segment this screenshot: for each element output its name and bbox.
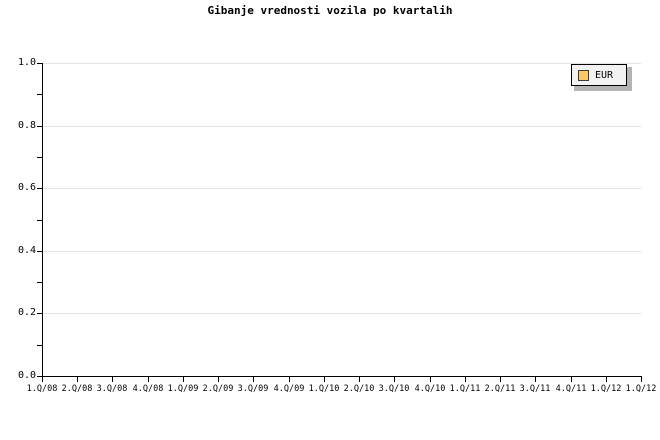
x-tick-label: 3.Q/09 (237, 384, 269, 394)
x-tick (148, 377, 149, 382)
x-tick-label: 1.Q/12 (625, 384, 657, 394)
y-tick-label: 0.2 (17, 307, 36, 319)
x-tick-label: 4.Q/11 (555, 384, 587, 394)
x-tick (289, 377, 290, 382)
x-tick-label: 4.Q/10 (414, 384, 446, 394)
y-tick-major (37, 376, 42, 377)
y-tick-minor (37, 220, 42, 221)
x-tick (641, 377, 642, 382)
y-tick-label: 0.4 (17, 244, 36, 256)
y-tick-major (37, 188, 42, 189)
x-tick-label: 3.Q/11 (519, 384, 551, 394)
y-tick-minor (37, 157, 42, 158)
x-tick-label: 2.Q/10 (343, 384, 375, 394)
x-tick-label: 1.Q/12 (590, 384, 622, 394)
x-tick-label: 4.Q/09 (273, 384, 305, 394)
chart-title: Gibanje vrednosti vozila po kvartalih (207, 4, 453, 17)
y-tick-major (37, 251, 42, 252)
x-tick-label: 4.Q/08 (132, 384, 164, 394)
y-tick-label: 0.0 (17, 370, 36, 381)
gridline (42, 313, 641, 315)
gridline (42, 250, 641, 252)
x-tick (183, 377, 184, 382)
y-tick-label: 0.6 (17, 182, 36, 194)
x-tick (430, 377, 431, 382)
x-tick (359, 377, 360, 382)
y-tick-major (37, 63, 42, 64)
x-tick (535, 377, 536, 382)
x-tick-label: 1.Q/10 (308, 384, 340, 394)
x-tick (324, 377, 325, 382)
x-tick (465, 377, 466, 382)
legend-label-eur: EUR (595, 69, 614, 81)
x-tick (112, 377, 113, 382)
x-tick (394, 377, 395, 382)
x-tick-label: 1.Q/09 (167, 384, 199, 394)
x-tick-label: 2.Q/08 (61, 384, 93, 394)
y-tick-minor (37, 94, 42, 95)
y-tick-major (37, 126, 42, 127)
gridline (42, 125, 641, 127)
plot-area (42, 63, 641, 377)
x-tick-label: 3.Q/10 (378, 384, 410, 394)
chart-legend[interactable]: EUR (571, 64, 627, 86)
x-axis-line (42, 376, 642, 377)
x-tick (77, 377, 78, 382)
y-tick-label: 1.0 (17, 57, 36, 68)
x-tick (606, 377, 607, 382)
x-tick-label: 2.Q/09 (202, 384, 234, 394)
x-tick-label: 2.Q/11 (484, 384, 516, 394)
x-tick-label: 1.Q/11 (449, 384, 481, 394)
x-tick-label: 3.Q/08 (96, 384, 128, 394)
legend-swatch-eur (578, 69, 589, 81)
y-tick-minor (37, 345, 42, 346)
gridline (42, 188, 641, 190)
gridline (42, 63, 641, 64)
x-tick-label: 1.Q/08 (26, 384, 58, 394)
x-tick (500, 377, 501, 382)
y-tick-major (37, 313, 42, 314)
x-tick (571, 377, 572, 382)
x-tick (42, 377, 43, 382)
y-tick-minor (37, 282, 42, 283)
x-tick (218, 377, 219, 382)
x-tick (253, 377, 254, 382)
y-axis-line (42, 63, 43, 377)
y-tick-label: 0.8 (17, 119, 36, 131)
